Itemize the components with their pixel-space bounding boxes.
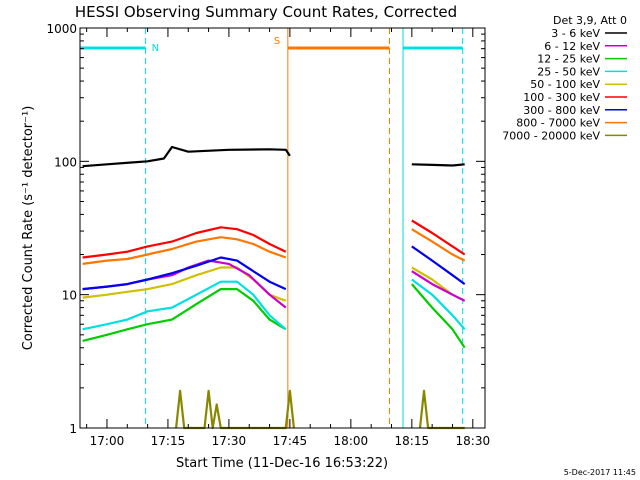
legend-label: 50 - 100 keV bbox=[530, 78, 600, 91]
legend-label: 3 - 6 keV bbox=[551, 27, 600, 40]
series-line bbox=[82, 236, 287, 265]
date-stamp: 5-Dec-2017 11:45 bbox=[564, 468, 636, 477]
series-line bbox=[82, 288, 287, 342]
series-line bbox=[411, 228, 466, 262]
legend-title: Det 3,9, Att 0 bbox=[553, 14, 627, 27]
chart-title: HESSI Observing Summary Count Rates, Cor… bbox=[75, 3, 457, 21]
series-line bbox=[411, 163, 465, 167]
x-axis: 17:00 17:15 17:30 17:45 18:00 18:15 18:30 bbox=[86, 28, 491, 448]
series-line bbox=[411, 278, 466, 331]
series-line bbox=[82, 280, 287, 331]
y-axis: 1 10 100 1000 bbox=[46, 22, 485, 436]
x-tick-label: 17:00 bbox=[90, 434, 125, 448]
x-tick-label: 18:15 bbox=[395, 434, 430, 448]
x-tick-label: 17:30 bbox=[212, 434, 247, 448]
x-tick-label: 18:00 bbox=[334, 434, 369, 448]
series-group bbox=[82, 145, 466, 430]
legend-label: 25 - 50 keV bbox=[537, 65, 600, 78]
series-line bbox=[411, 219, 466, 256]
legend-label: 100 - 300 keV bbox=[523, 91, 600, 104]
legend-label: 300 - 800 keV bbox=[523, 104, 600, 117]
plot-frame bbox=[79, 27, 486, 429]
series-line bbox=[410, 283, 466, 349]
series-line bbox=[82, 145, 291, 168]
series-line bbox=[82, 256, 287, 291]
x-tick-label: 17:45 bbox=[273, 434, 308, 448]
legend-label: 6 - 12 keV bbox=[544, 40, 600, 53]
legend-label: 800 - 7000 keV bbox=[516, 117, 600, 130]
series-line bbox=[411, 270, 466, 302]
series-line bbox=[82, 226, 287, 259]
series-line bbox=[411, 245, 466, 285]
x-tick-label: 17:15 bbox=[151, 434, 186, 448]
flag-label: S bbox=[274, 36, 280, 47]
legend-label: 7000 - 20000 keV bbox=[502, 129, 600, 142]
y-tick-label: 1000 bbox=[46, 22, 77, 36]
flag-label: N bbox=[152, 43, 159, 54]
x-tick-label: 18:30 bbox=[456, 434, 491, 448]
y-tick-label: 1 bbox=[69, 422, 77, 436]
y-axis-label: Corrected Count Rate (s⁻¹ detector⁻¹) bbox=[21, 106, 36, 351]
y-tick-label: 100 bbox=[54, 155, 77, 169]
y-tick-label: 10 bbox=[62, 289, 77, 303]
legend-label: 12 - 25 keV bbox=[537, 53, 600, 66]
x-axis-label: Start Time (11-Dec-16 16:53:22) bbox=[176, 456, 388, 471]
